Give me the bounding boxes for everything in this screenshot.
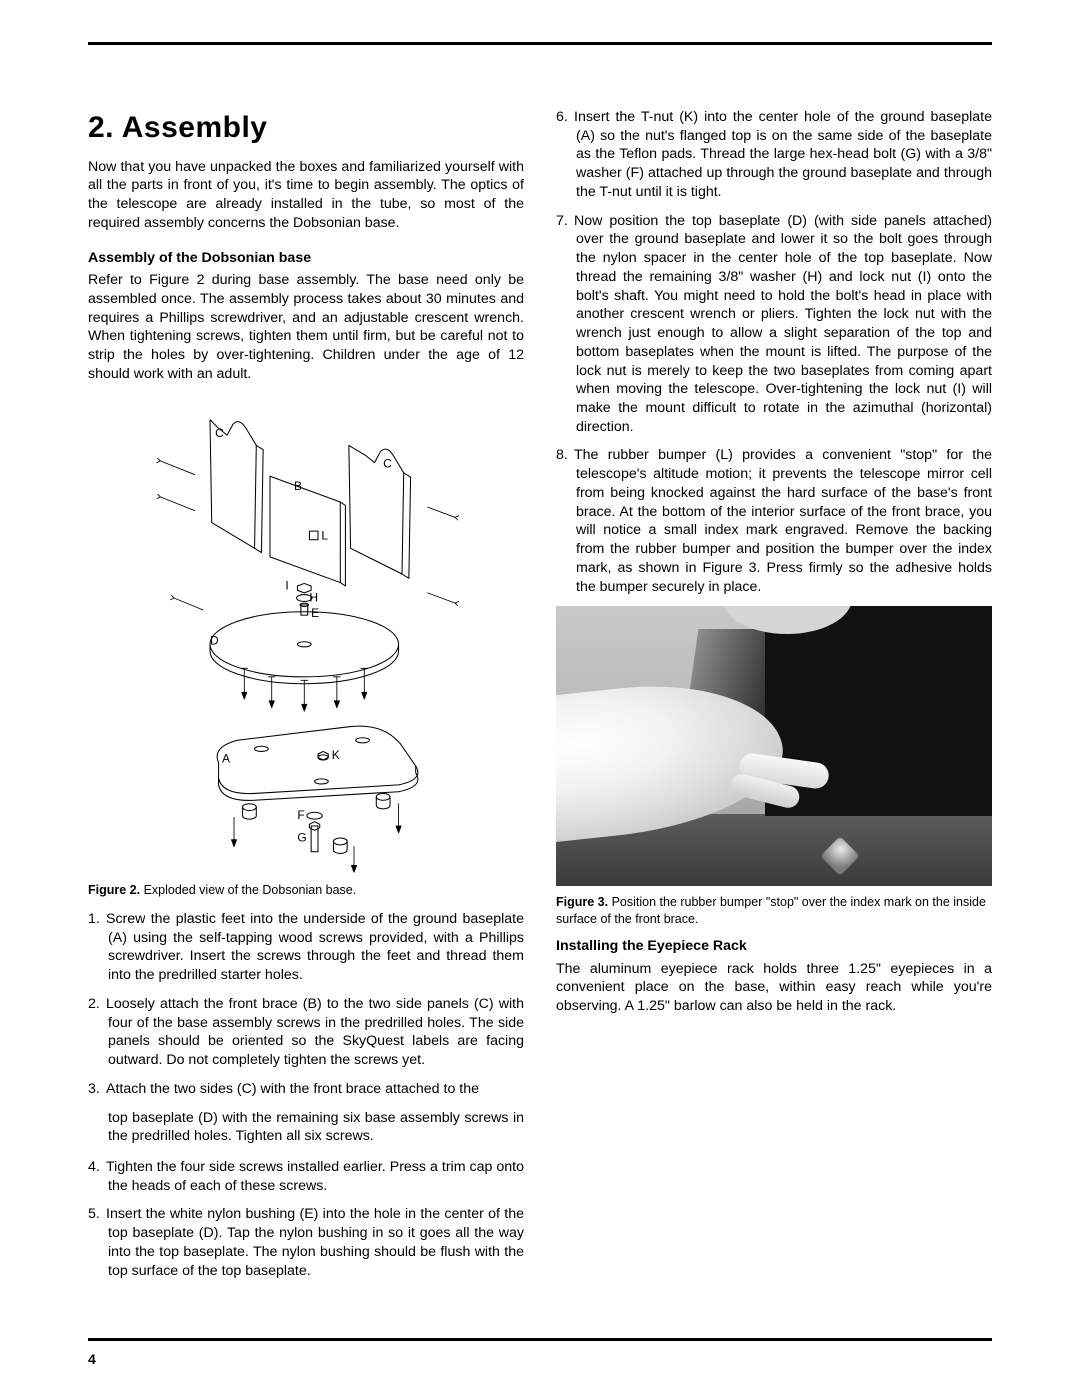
subheading-dobsonian-base: Assembly of the Dobsonian base xyxy=(88,249,524,268)
fig2-label-i: I xyxy=(285,578,288,592)
step-5: Insert the white nylon bushing (E) into … xyxy=(88,1205,524,1280)
intro-paragraph: Now that you have unpacked the boxes and… xyxy=(88,158,524,233)
fig2-label-b: B xyxy=(294,479,302,493)
figure-2-caption: Figure 2. Exploded view of the Dobsonian… xyxy=(88,882,524,898)
fig2-label-e: E xyxy=(311,606,319,620)
figure-3-photo xyxy=(556,606,992,886)
text-columns: 2. Assembly Now that you have unpacked t… xyxy=(88,108,992,1327)
figure-3: Figure 3. Position the rubber bumper "st… xyxy=(556,606,992,927)
step-3-continuation: top baseplate (D) with the remaining six… xyxy=(88,1109,524,1146)
figure-2-caption-text: Exploded view of the Dobsonian base. xyxy=(144,883,357,897)
fig2-label-c: C xyxy=(215,426,224,440)
figure-2-svg: C C B L I H E D A K F G xyxy=(126,394,486,874)
figure-3-caption: Figure 3. Position the rubber bumper "st… xyxy=(556,894,992,927)
fig2-label-f: F xyxy=(297,808,304,822)
fig2-label-c2: C xyxy=(383,456,392,470)
step-6: Insert the T-nut (K) into the center hol… xyxy=(556,108,992,202)
top-rule xyxy=(88,42,992,45)
figure-2-label: Figure 2. xyxy=(88,883,140,897)
figure-2: C C B L I H E D A K F G Figure 2. Explod… xyxy=(88,394,524,898)
fig2-label-l: L xyxy=(321,528,328,542)
step-3a: Attach the two sides (C) with the front … xyxy=(88,1080,524,1099)
eyepiece-rack-paragraph: The aluminum eyepiece rack holds three 1… xyxy=(556,960,992,1016)
fig2-label-a: A xyxy=(222,751,230,765)
fig2-label-h: H xyxy=(309,590,318,604)
step-8: The rubber bumper (L) provides a conveni… xyxy=(556,446,992,596)
assembly-steps-part1: Screw the plastic feet into the undersid… xyxy=(88,910,524,1099)
figure-3-label: Figure 3. xyxy=(556,895,608,909)
step-7: Now position the top baseplate (D) (with… xyxy=(556,212,992,437)
fig2-label-k: K xyxy=(332,748,340,762)
dobsonian-base-paragraph: Refer to Figure 2 during base assembly. … xyxy=(88,271,524,383)
step-4: Tighten the four side screws installed e… xyxy=(88,1158,524,1195)
section-title: 2. Assembly xyxy=(88,108,524,148)
figure-3-caption-text: Position the rubber bumper "stop" over t… xyxy=(556,895,986,925)
step-1: Screw the plastic feet into the undersid… xyxy=(88,910,524,985)
bottom-rule xyxy=(88,1338,992,1341)
page-number: 4 xyxy=(88,1351,96,1367)
step-2: Loosely attach the front brace (B) to th… xyxy=(88,995,524,1070)
subheading-eyepiece-rack: Installing the Eyepiece Rack xyxy=(556,937,992,956)
fig2-label-d: D xyxy=(210,633,219,647)
fig2-label-g: G xyxy=(297,830,306,844)
